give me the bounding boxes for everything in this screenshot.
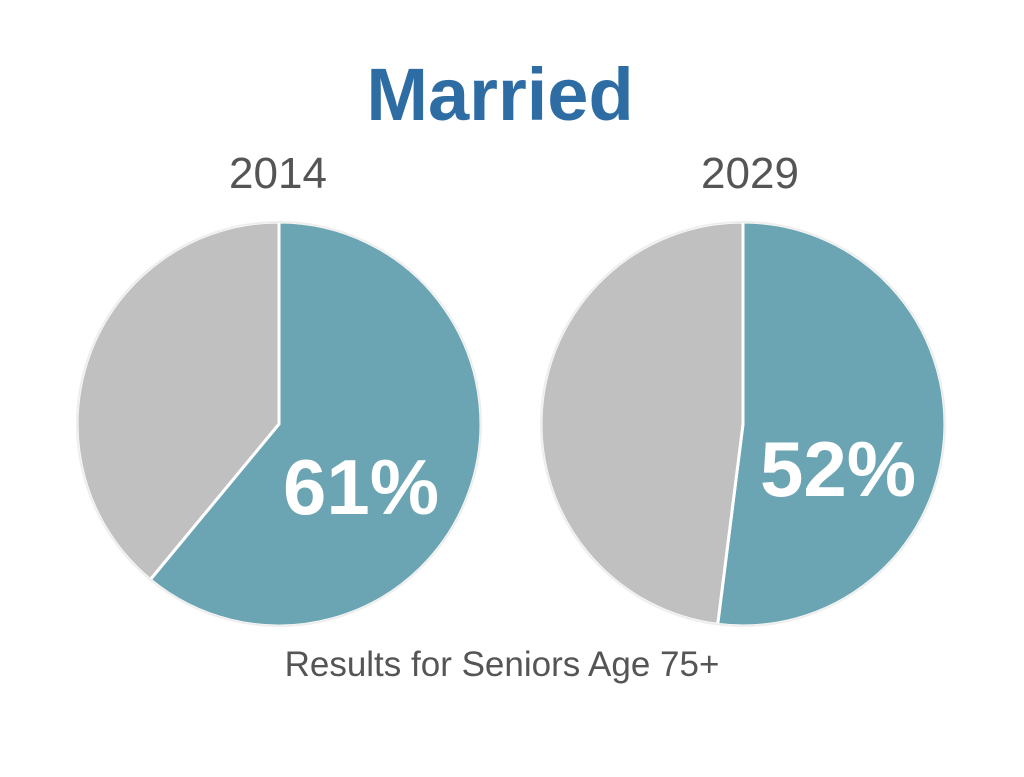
- footnote: Results for Seniors Age 75+: [284, 645, 720, 684]
- pie-data-label-2029: 52%: [760, 425, 916, 513]
- pie-data-label-2014: 61%: [283, 443, 439, 531]
- pie-outline: [76, 221, 482, 627]
- pie-title-2029: 2029: [701, 149, 799, 198]
- pie-slice-2029-1: [539, 220, 745, 627]
- pie-chart-2014: 61%: [75, 220, 483, 628]
- pie-slice-2029-0: [716, 220, 947, 628]
- pie-chart-2029: 52%: [539, 220, 947, 628]
- pie-title-2014: 2014: [229, 149, 327, 198]
- pie-outline: [540, 221, 946, 627]
- chart-title: Married: [366, 53, 634, 136]
